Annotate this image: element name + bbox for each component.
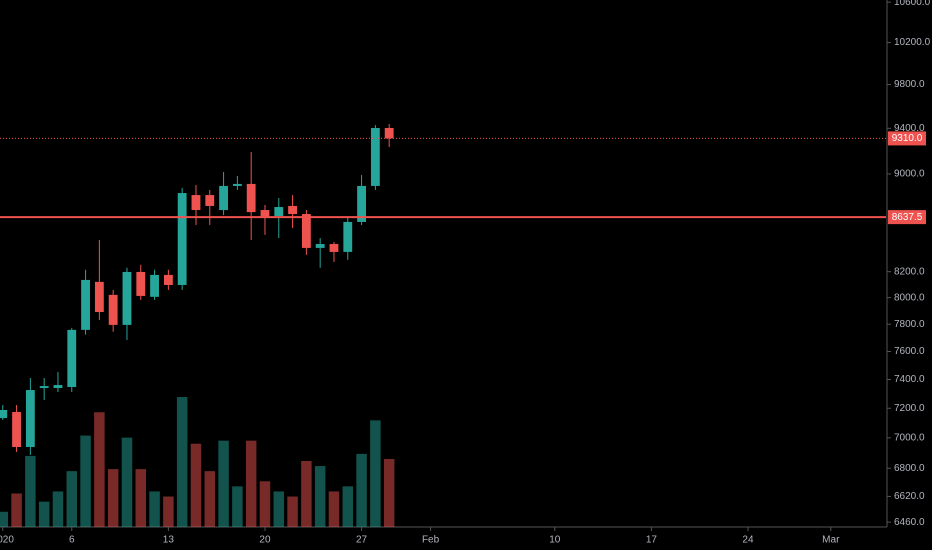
candle-body (150, 274, 159, 297)
x-tick-label: 24 (742, 535, 754, 546)
x-tick-label: Feb (422, 535, 440, 546)
volume-bar (218, 440, 229, 527)
candle-body (384, 127, 394, 139)
y-tick-label: 6620.0 (894, 491, 925, 502)
y-tick-label: 7800.0 (894, 319, 925, 330)
volume-bar (135, 469, 147, 527)
y-tick-label: 9400.0 (894, 123, 925, 134)
candle-body (260, 210, 270, 218)
price-label-box (888, 210, 926, 225)
price-label: 8637.5 (892, 212, 923, 223)
volume-bar (149, 491, 160, 527)
volume-bar (66, 471, 78, 527)
volume-bar (232, 486, 243, 527)
x-tick-label: 17 (646, 535, 658, 546)
volume-bar (383, 458, 395, 527)
candle-body (163, 274, 173, 285)
volume-bar (163, 496, 174, 527)
volume-bar (121, 437, 133, 527)
volume-bar (52, 491, 64, 527)
volume-bar (0, 511, 9, 527)
x-tick-label: 27 (356, 535, 368, 546)
candle-body (53, 385, 63, 389)
candle-body (315, 244, 325, 248)
volume-bar (328, 491, 340, 527)
x-tick-label: Mar (822, 535, 840, 546)
candle-body (25, 390, 35, 448)
candle-body (232, 183, 242, 186)
y-tick-label: 10600.0 (894, 0, 931, 8)
price-label: 9310.0 (892, 133, 923, 144)
y-tick-label: 6800.0 (894, 463, 925, 474)
candle-body (81, 279, 90, 330)
candle-body (94, 281, 104, 313)
candle-body (219, 185, 228, 211)
volume-bar (176, 397, 188, 527)
volume-bar (301, 460, 312, 527)
candle-body (12, 412, 21, 448)
candle-body (274, 207, 284, 217)
x-tick-label: 13 (163, 535, 175, 546)
volume-bar (287, 496, 298, 527)
x-tick-label: 2020 (0, 535, 14, 546)
volume-bar (80, 435, 91, 527)
volume-bar (342, 486, 354, 527)
volume-bar (94, 412, 105, 527)
volume-bar (190, 443, 202, 527)
candle-body (288, 205, 297, 215)
candle-body (246, 183, 256, 213)
volume-bar (314, 466, 326, 527)
candle-body (67, 329, 77, 388)
y-tick-label: 7000.0 (894, 432, 925, 443)
volume-bar (370, 420, 381, 527)
candle-body (108, 294, 118, 325)
candle-body (177, 193, 187, 285)
x-tick-label: 20 (259, 535, 271, 546)
candle-body (329, 244, 339, 252)
candle-body (122, 271, 132, 325)
candle-body (136, 271, 146, 296)
volume-bar (259, 481, 271, 527)
x-tick-label: 10 (549, 535, 561, 546)
candle-body (205, 195, 215, 206)
volume-bar (204, 471, 216, 527)
y-tick-label: 9800.0 (894, 79, 925, 90)
candle-body (301, 214, 311, 248)
price-label-box (888, 131, 926, 146)
candle-body (191, 195, 201, 211)
candle-body (370, 127, 380, 186)
candle-body (343, 221, 353, 252)
candle-body (0, 410, 8, 419)
volume-bar (356, 453, 367, 527)
volume-bar (11, 493, 22, 527)
volume-bar (38, 501, 50, 527)
volume-bar (273, 491, 285, 527)
y-tick-label: 10200.0 (894, 37, 931, 48)
y-tick-label: 6460.0 (894, 517, 925, 528)
candle-body (39, 386, 49, 389)
candle-body (357, 185, 366, 222)
y-tick-label: 7600.0 (894, 346, 925, 357)
y-tick-label: 7200.0 (894, 403, 925, 414)
y-tick-label: 9000.0 (894, 169, 925, 180)
volume-bar (245, 440, 257, 527)
volume-bar (25, 455, 36, 527)
volume-bar (107, 469, 119, 527)
y-tick-label: 8200.0 (894, 266, 925, 277)
y-tick-label: 8000.0 (894, 292, 925, 303)
x-tick-label: 6 (69, 535, 75, 546)
y-tick-label: 7400.0 (894, 374, 925, 385)
